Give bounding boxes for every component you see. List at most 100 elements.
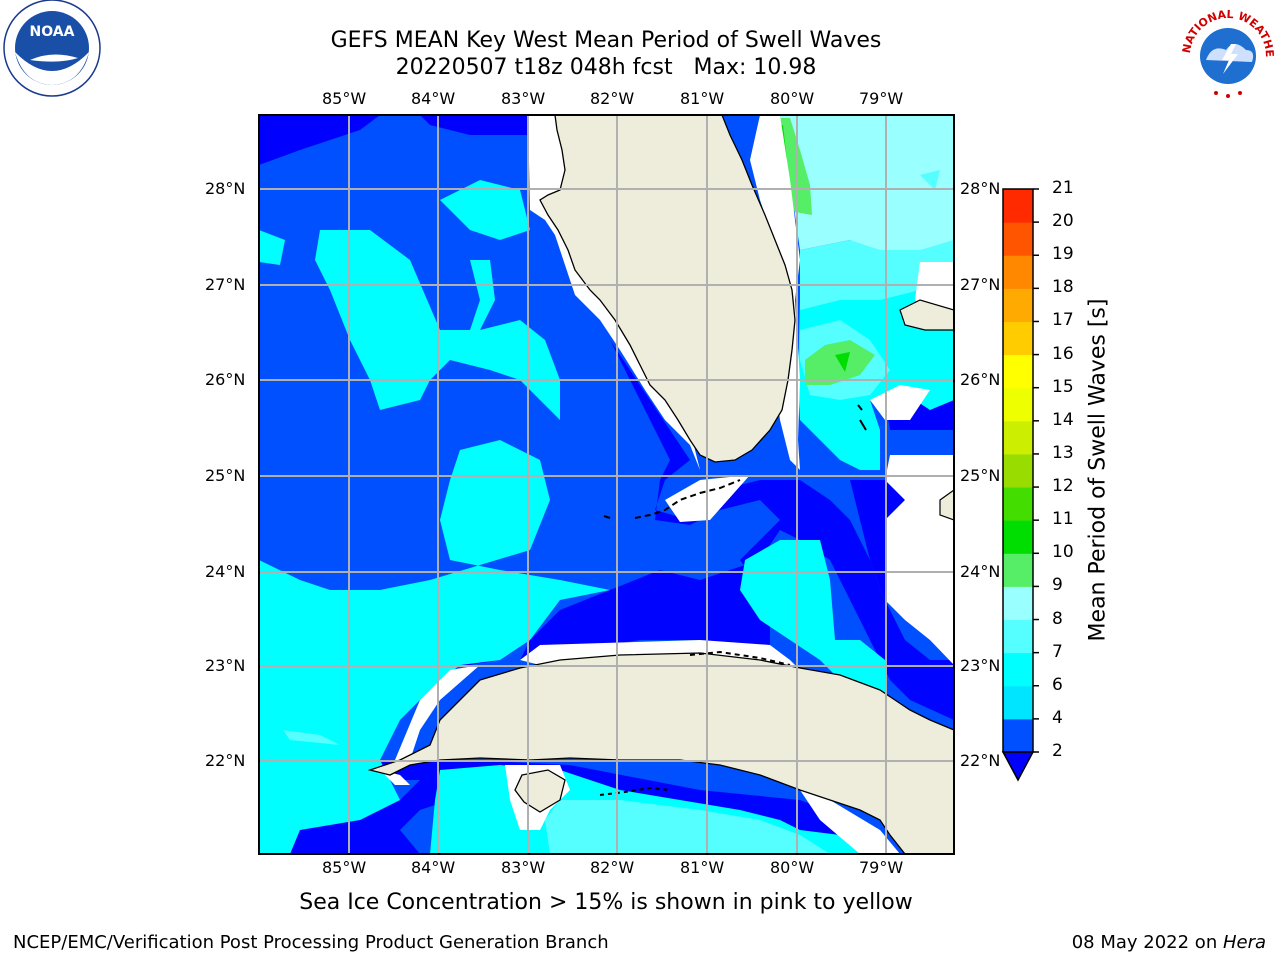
swell-under-2-nw bbox=[420, 115, 560, 135]
colorbar-segment bbox=[1003, 553, 1033, 587]
lon-label-top-80w: 80°W bbox=[770, 89, 815, 108]
land-andros bbox=[899, 299, 954, 331]
lat-label-left-25n: 25°N bbox=[205, 466, 246, 485]
colorbar-tick-label: 4 bbox=[1052, 707, 1063, 728]
colorbar-segment bbox=[1003, 586, 1033, 621]
swell-under-2-gulf-coast bbox=[259, 340, 954, 854]
lat-label-right-26n: 26°N bbox=[960, 370, 1001, 389]
colorbar-frame bbox=[1002, 188, 1034, 753]
swell-10-11-bahamas bbox=[835, 352, 850, 372]
colorbar-segment bbox=[1003, 189, 1033, 223]
colorbar-label: Mean Period of Swell Waves [s] bbox=[1085, 298, 1111, 642]
mask-east-edge bbox=[885, 455, 954, 665]
noaa-logo: NOAA bbox=[3, 0, 101, 97]
nws-logo: NATIONAL WEATHER SERVICE bbox=[1176, 0, 1276, 100]
swell-4-6-straits bbox=[740, 540, 885, 700]
colorbar-segment bbox=[1003, 321, 1033, 356]
lat-label-left-26n: 26°N bbox=[205, 370, 246, 389]
noaa-logo-text: NOAA bbox=[30, 24, 75, 40]
lat-label-right-25n: 25°N bbox=[960, 466, 1001, 485]
swell-4-6-central bbox=[259, 440, 610, 854]
island-dot-a bbox=[603, 515, 611, 519]
lon-label-bottom-82w: 82°W bbox=[590, 858, 635, 877]
colorbar-tick-label: 6 bbox=[1052, 674, 1063, 695]
map-subtitle: 20220507 t18z 048h fcst Max: 10.98 bbox=[395, 55, 817, 80]
colorbar-tick-label: 15 bbox=[1052, 376, 1074, 397]
colorbar-segment bbox=[1003, 288, 1033, 322]
colorbar-segment bbox=[1003, 520, 1033, 554]
colorbar-segment bbox=[1003, 255, 1033, 289]
lon-label-bottom-84w: 84°W bbox=[411, 858, 456, 877]
lat-label-right-23n: 23°N bbox=[960, 656, 1001, 675]
lon-label-top-81w: 81°W bbox=[680, 89, 725, 108]
swell-7-8-gulfstream bbox=[920, 170, 940, 190]
swell-under-2-se bbox=[850, 480, 905, 600]
swell-6-7-ne bbox=[800, 240, 954, 310]
map-gridlines bbox=[259, 115, 954, 854]
colorbar-under-triangle bbox=[1001, 751, 1035, 782]
swell-4-6-nw-band bbox=[440, 180, 530, 240]
colorbar-tick-label: 20 bbox=[1052, 211, 1074, 232]
colorbar-segment bbox=[1003, 222, 1033, 256]
land-cuba bbox=[367, 652, 954, 854]
lon-label-top-83w: 83°W bbox=[501, 89, 546, 108]
colorbar-tick-label: 12 bbox=[1052, 476, 1074, 497]
mask-cuba-west bbox=[395, 665, 480, 760]
colorbar-tick-label: 16 bbox=[1052, 343, 1074, 364]
colorbar-tick-label: 21 bbox=[1052, 178, 1074, 198]
lon-label-bottom-83w: 83°W bbox=[501, 858, 546, 877]
swell-4-6-west-edge bbox=[259, 230, 285, 265]
colorbar-segment bbox=[1003, 453, 1033, 488]
swell-7-8-northeast bbox=[780, 115, 954, 250]
lat-label-right-28n: 28°N bbox=[960, 179, 1001, 198]
map-frame bbox=[258, 114, 955, 855]
colorbar-segment bbox=[1003, 420, 1033, 455]
lon-label-bottom-79w: 79°W bbox=[859, 858, 904, 877]
lon-label-top-79w: 79°W bbox=[859, 89, 904, 108]
lon-label-top-85w: 85°W bbox=[322, 89, 367, 108]
footer-date-text: 08 May 2022 on bbox=[1071, 932, 1223, 953]
colorbar-tick-label: 11 bbox=[1052, 509, 1074, 530]
colorbar-segments bbox=[1003, 189, 1033, 753]
map-title: GEFS MEAN Key West Mean Period of Swell … bbox=[330, 28, 882, 53]
footer-machine: Hera bbox=[1222, 932, 1266, 953]
colorbar-segment bbox=[1003, 354, 1033, 389]
colorbar-tick-label: 17 bbox=[1052, 310, 1074, 331]
colorbar-tick-label: 9 bbox=[1052, 575, 1063, 596]
land-florida bbox=[539, 115, 796, 463]
lat-label-left-24n: 24°N bbox=[205, 562, 246, 581]
land-bahamas-east bbox=[939, 489, 954, 521]
colorbar-segment bbox=[1003, 685, 1033, 720]
lon-label-bottom-80w: 80°W bbox=[770, 858, 815, 877]
colorbar-tick-label: 14 bbox=[1052, 409, 1074, 430]
lat-label-left-22n: 22°N bbox=[205, 751, 246, 770]
colorbar-tick-label: 8 bbox=[1052, 608, 1063, 629]
colorbar-tick-label: 13 bbox=[1052, 442, 1074, 463]
colorbar-segment bbox=[1003, 652, 1033, 687]
colorbar-tick-label: 2 bbox=[1052, 741, 1063, 761]
colorbar-segment bbox=[1003, 387, 1033, 422]
colorbar-tick-label: 10 bbox=[1052, 542, 1074, 563]
lat-label-left-23n: 23°N bbox=[205, 656, 246, 675]
swell-6-7-west bbox=[283, 730, 340, 745]
lat-label-left-27n: 27°N bbox=[205, 275, 246, 294]
florida-keys bbox=[634, 479, 741, 519]
lat-label-left-28n: 28°N bbox=[205, 179, 246, 198]
colorbar-tick-label: 7 bbox=[1052, 641, 1063, 662]
sea-ice-note: Sea Ice Concentration > 15% is shown in … bbox=[299, 890, 913, 915]
mask-se-corner bbox=[800, 790, 900, 854]
colorbar-segment bbox=[1003, 487, 1033, 521]
colorbar-segment bbox=[1003, 718, 1033, 753]
lat-label-right-27n: 27°N bbox=[960, 275, 1001, 294]
lat-label-right-24n: 24°N bbox=[960, 562, 1001, 581]
lat-label-right-22n: 22°N bbox=[960, 751, 1001, 770]
colorbar-ticks bbox=[1033, 188, 1039, 753]
lon-label-bottom-85w: 85°W bbox=[322, 858, 367, 877]
bahamas-islands bbox=[857, 404, 867, 431]
footer-date: 08 May 2022 on Hera bbox=[1072, 932, 1266, 953]
lon-label-top-82w: 82°W bbox=[590, 89, 635, 108]
colorbar-tick-label: 18 bbox=[1052, 277, 1074, 298]
colorbar-tick-label: 19 bbox=[1052, 244, 1074, 265]
